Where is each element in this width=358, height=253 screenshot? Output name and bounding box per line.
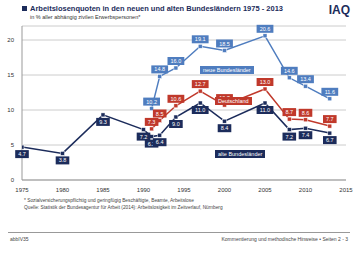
svg-text:11.0: 11.0 (260, 107, 270, 113)
svg-text:2015: 2015 (339, 187, 350, 193)
svg-text:14.6: 14.6 (284, 68, 295, 74)
svg-text:8.7: 8.7 (285, 109, 293, 115)
svg-text:13.0: 13.0 (260, 79, 271, 85)
svg-text:7.2: 7.2 (140, 134, 148, 140)
svg-text:4.7: 4.7 (18, 151, 26, 157)
svg-text:1975: 1975 (15, 187, 29, 193)
svg-text:18.5: 18.5 (219, 41, 230, 47)
svg-text:2000: 2000 (218, 187, 232, 193)
html-text:Arbeitslosenquoten in den neue: Arbeitslosenquoten in den neuen und alte… (30, 4, 283, 13)
svg-text:7.4: 7.4 (302, 132, 310, 138)
html-text:alte Bundesländer: alte Bundesländer (218, 151, 263, 157)
svg-text:8.4: 8.4 (221, 125, 229, 131)
svg-text:12.7: 12.7 (195, 81, 206, 87)
svg-text:7.7: 7.7 (326, 116, 334, 122)
svg-text:20: 20 (8, 37, 15, 43)
html-text:Quelle: Statistik der Bundesag: Quelle: Statistik der Bundesagentur für … (24, 205, 223, 210)
svg-text:1990: 1990 (137, 187, 151, 193)
svg-text:6.2: 6.2 (147, 140, 156, 147)
svg-text:0: 0 (11, 177, 15, 183)
svg-text:7.3: 7.3 (148, 119, 156, 125)
svg-text:13.4: 13.4 (300, 76, 311, 82)
svg-text:19.1: 19.1 (195, 36, 206, 42)
svg-text:10: 10 (8, 107, 15, 113)
svg-text:11.6: 11.6 (325, 89, 335, 95)
svg-text:8.6: 8.6 (302, 110, 310, 116)
svg-text:6.7: 6.7 (326, 137, 334, 143)
svg-text:1985: 1985 (96, 187, 110, 193)
svg-text:7.2: 7.2 (285, 134, 293, 140)
svg-text:9.0: 9.0 (172, 121, 180, 127)
html-text:Deutschland: Deutschland (218, 98, 249, 104)
svg-text:1995: 1995 (177, 187, 191, 193)
svg-text:20.6: 20.6 (260, 26, 271, 32)
svg-text:9.3: 9.3 (99, 119, 107, 125)
svg-text:10.6: 10.6 (171, 96, 182, 102)
html-text:in % aller abhängig zivilen Er: in % aller abhängig zivilen Erwerbsperso… (30, 14, 141, 20)
svg-text:5: 5 (11, 142, 15, 148)
svg-text:16.0: 16.0 (171, 58, 182, 64)
svg-text:11.0: 11.0 (195, 107, 205, 113)
html-text:* Sozialversicherungspflichtig: * Sozialversicherungspflichtig und gerin… (24, 198, 194, 203)
svg-text:2010: 2010 (299, 187, 313, 193)
html-text:Kommentierung und methodische: Kommentierung und methodische Hinweise •… (221, 236, 348, 242)
svg-text:3.8: 3.8 (59, 157, 67, 163)
html-text:IAQ: IAQ (328, 3, 350, 17)
svg-text:14.8: 14.8 (154, 66, 165, 72)
svg-text:15: 15 (8, 72, 15, 78)
svg-text:6.4: 6.4 (156, 139, 164, 145)
svg-text:2005: 2005 (258, 187, 272, 193)
svg-text:1980: 1980 (56, 187, 70, 193)
html-text:neue Bundesländer: neue Bundesländer (203, 67, 251, 73)
svg-text:10.2: 10.2 (146, 99, 157, 105)
html-text:abbIV35: abbIV35 (10, 236, 29, 242)
svg-text:8.5: 8.5 (156, 111, 164, 117)
